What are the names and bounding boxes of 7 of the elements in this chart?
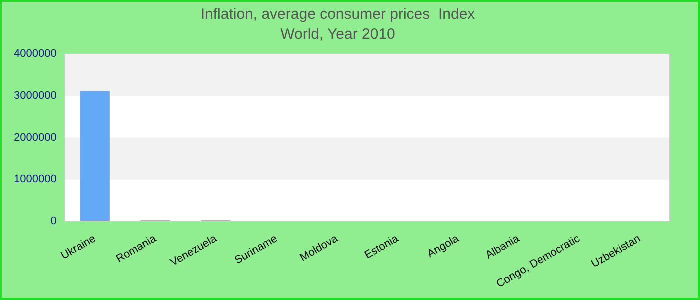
y-tick-label: 2000000 [14,132,57,144]
chart-subtitle: World, Year 2010 [280,26,396,44]
y-tick-label: 4000000 [14,48,57,60]
y-tick-label: 0 [50,216,57,228]
y-tick-label: 1000000 [14,174,57,186]
y-tick-label: 3000000 [14,90,57,102]
chart-title: Inflation, average consumer prices Index [200,6,476,24]
